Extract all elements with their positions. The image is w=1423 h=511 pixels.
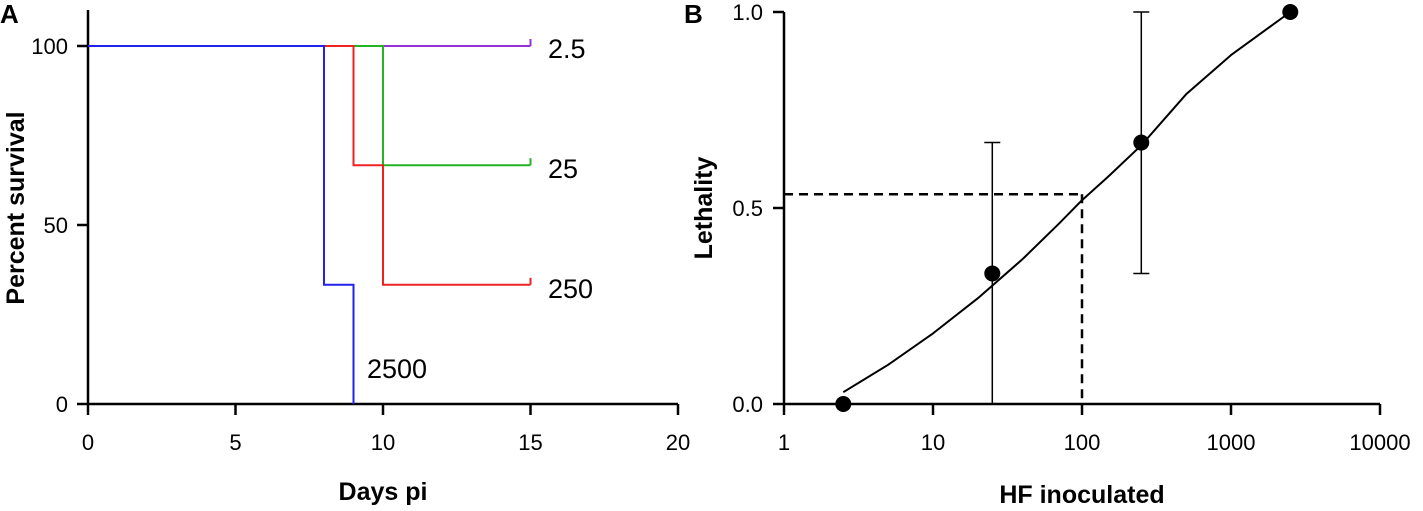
panel-b-y-tick-label: 1.0	[732, 0, 763, 25]
panel-b-x-tick-label: 10	[921, 430, 945, 455]
series-label-250: 250	[548, 274, 593, 304]
panel-a-x-tick-label: 10	[371, 430, 395, 455]
panel-a-x-label: Days pi	[339, 478, 428, 506]
panel-b-x-tick-label: 10000	[1349, 430, 1410, 455]
panel-a: A 0 5 10 15 20 0 50 100 Days pi Percent surviva…	[0, 0, 690, 506]
panel-b-x-tick-label: 100	[1064, 430, 1101, 455]
panel-a-ticks: 0 5 10 15 20 0 50 100	[31, 34, 690, 455]
panel-a-x-tick-label: 20	[666, 430, 690, 455]
fit-curve	[842, 11, 1291, 394]
series-label-25: 25	[548, 154, 578, 184]
series-label-2.5: 2.5	[548, 34, 586, 64]
panel-b-y-tick-label: 0.0	[732, 392, 763, 417]
panel-b-y-tick-label: 0.5	[732, 196, 763, 221]
panel-a-x-tick-label: 15	[518, 430, 542, 455]
data-point	[835, 396, 852, 412]
panel-b: B 1 10 100 1000 10000 0.0 0.5 1.0 HF inoculated…	[684, 0, 1411, 509]
panel-a-y-tick-label: 100	[31, 34, 68, 59]
panel-b-x-label: HF inoculated	[999, 481, 1164, 509]
panel-b-y-label: Lethality	[690, 157, 718, 260]
panel-b-ticks: 1 10 100 1000 10000 0.0 0.5 1.0	[732, 0, 1410, 455]
data-point	[1282, 4, 1299, 20]
panel-b-x-tick-label: 1	[778, 430, 790, 455]
panel-b-letter: B	[684, 0, 703, 29]
panel-a-x-tick-label: 0	[82, 430, 94, 455]
data-point	[1133, 134, 1150, 151]
panel-b-plot	[784, 4, 1299, 412]
panel-a-x-tick-label: 5	[229, 430, 241, 455]
survival-line-2500	[88, 45, 355, 404]
panel-a-series	[88, 39, 532, 404]
panel-a-letter: A	[0, 0, 19, 29]
panel-a-y-tick-label: 50	[44, 213, 68, 238]
panel-b-x-tick-label: 1000	[1207, 430, 1256, 455]
data-point	[984, 265, 1001, 282]
survival-line-25	[88, 45, 531, 167]
panel-a-y-tick-label: 0	[56, 392, 68, 417]
series-label-2500: 2500	[367, 354, 427, 384]
panel-a-y-label: Percent survival	[2, 111, 30, 304]
